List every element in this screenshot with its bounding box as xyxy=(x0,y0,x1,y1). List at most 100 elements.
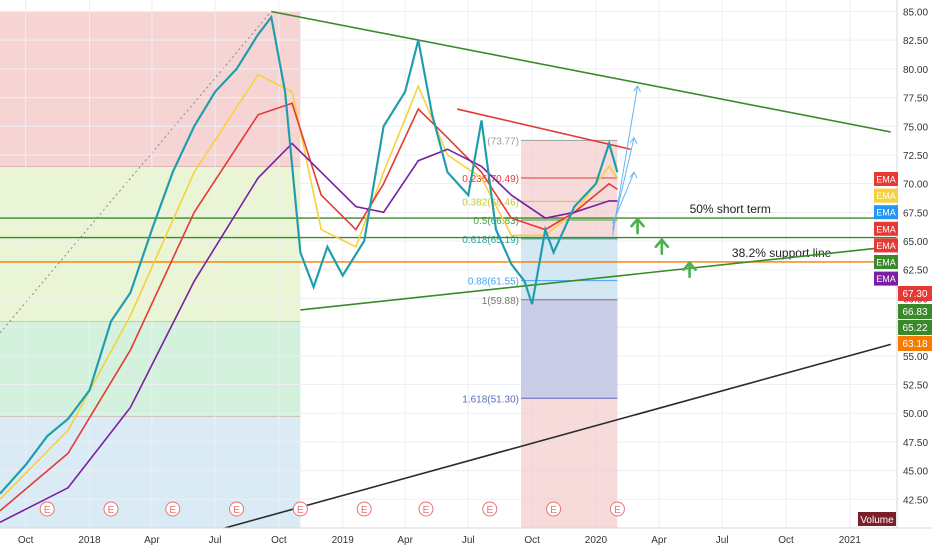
earnings-label: E xyxy=(297,505,304,516)
x-tick-label: Apr xyxy=(144,535,160,546)
ema-badge-label: EMA xyxy=(876,224,896,234)
price-tag xyxy=(898,304,932,319)
x-tick-label: Oct xyxy=(18,535,34,546)
y-tick-label: 55.00 xyxy=(903,352,928,363)
y-tick-label: 72.50 xyxy=(903,151,928,162)
ema-badge xyxy=(874,188,898,203)
earnings-marker xyxy=(418,501,434,517)
x-tick-label: Oct xyxy=(271,535,287,546)
earnings-label: E xyxy=(233,505,240,516)
projection-arrowhead xyxy=(629,171,638,179)
fib-retracement-right: (73.77) 0.236(70.49) 0.382(68.46) 0.5(66.83… xyxy=(462,136,618,528)
fib-right-label: 0.88(61.55) xyxy=(468,277,519,288)
earnings-marker xyxy=(482,501,498,517)
y-tick-label: 85.00 xyxy=(903,7,928,18)
ema-line xyxy=(0,142,618,524)
fib-right-label: (73.77) xyxy=(487,136,519,147)
x-tick-label: 2021 xyxy=(839,535,862,546)
x-tick-label: Jul xyxy=(462,535,475,546)
y-tick-label: 82.50 xyxy=(903,36,928,47)
ema-badge xyxy=(874,221,898,236)
trendline xyxy=(456,108,631,150)
x-tick-label: Jul xyxy=(209,535,222,546)
volume-label: Volume xyxy=(860,515,894,526)
trendline xyxy=(224,343,891,529)
earnings-marker xyxy=(229,501,245,517)
up-arrow-icon xyxy=(654,237,670,256)
fib-band xyxy=(0,11,301,167)
earnings-marker xyxy=(609,501,625,517)
fib-right-label: 1.618(51.30) xyxy=(462,394,519,405)
earnings-label: E xyxy=(361,505,368,516)
y-tick-label: 50.00 xyxy=(903,409,928,420)
earnings-label: E xyxy=(423,505,430,516)
ema-badge-label: EMA xyxy=(876,208,896,218)
price-line-overlay xyxy=(0,16,618,494)
projection-line xyxy=(612,171,635,225)
support-line-label: 50% short term xyxy=(690,202,771,216)
earnings-marker xyxy=(292,501,308,517)
fib-trend-dotted xyxy=(0,11,272,334)
x-tick-label: 2018 xyxy=(78,535,101,546)
trendline xyxy=(271,10,891,133)
volume-tag xyxy=(858,512,896,526)
fib-right-label: 0.382(68.46) xyxy=(462,197,519,208)
price-tag-label: 66.83 xyxy=(902,307,927,318)
ema-badge xyxy=(874,255,898,269)
fib-right-label: 1(59.88) xyxy=(482,296,519,307)
time-axis xyxy=(0,528,897,550)
y-tick-label: 70.00 xyxy=(903,180,928,191)
ema-line xyxy=(0,102,618,512)
earnings-label: E xyxy=(550,505,557,516)
earnings-label: E xyxy=(108,505,115,516)
ema-badge-label: EMA xyxy=(876,191,896,201)
earnings-marker xyxy=(39,501,55,517)
price-tag xyxy=(898,336,932,351)
earnings-label: E xyxy=(169,505,176,516)
x-tick-label: Jul xyxy=(716,535,729,546)
fib-right-label: 0.236(70.49) xyxy=(462,174,519,185)
ema-line xyxy=(0,73,619,500)
ema-badge-label: EMA xyxy=(876,274,896,284)
ema-badge xyxy=(874,172,898,186)
x-tick-label: Oct xyxy=(524,535,540,546)
ema-badge-label: EMA xyxy=(876,175,896,185)
x-tick-label: Apr xyxy=(397,535,413,546)
fib-right-blue-zone xyxy=(520,299,618,399)
trendlines xyxy=(224,10,891,529)
right-badges: EMA EMA EMA EMA EMA EMA EMA 67.30 66.83 65.22 63.1… xyxy=(874,172,932,351)
fib-right-label: 0.618(65.19) xyxy=(462,235,519,246)
y-tick-label: 67.50 xyxy=(903,208,928,219)
earnings-marker xyxy=(103,501,119,517)
up-arrow-icon xyxy=(630,217,645,235)
up-arrows xyxy=(630,217,697,279)
price-tag-label: 67.30 xyxy=(902,289,927,300)
price-axis xyxy=(897,0,932,550)
x-tick-label: Oct xyxy=(778,535,794,546)
grid xyxy=(0,0,897,528)
ema-badge-label: EMA xyxy=(876,241,896,251)
trendline xyxy=(300,245,891,311)
projection-arrowhead xyxy=(633,85,641,93)
y-tick-label: 80.00 xyxy=(903,65,928,76)
x-tick-label: 2019 xyxy=(332,535,355,546)
earnings-label: E xyxy=(614,505,621,516)
y-tick-label: 47.50 xyxy=(903,438,928,449)
y-tick-label: 62.50 xyxy=(903,266,928,277)
price-series xyxy=(0,14,619,495)
y-tick-label: 77.50 xyxy=(903,94,928,105)
earnings-marker xyxy=(165,501,181,517)
fib-right-cyan-zone xyxy=(520,238,618,300)
ema-badge xyxy=(874,238,898,253)
x-tick-label: 2020 xyxy=(585,535,608,546)
earnings-label: E xyxy=(486,505,493,516)
fib-band xyxy=(0,166,301,322)
y-tick-label: 65.00 xyxy=(903,237,928,248)
y-tick-label: 52.50 xyxy=(903,381,928,392)
earnings-marker xyxy=(546,501,562,517)
ema-badge xyxy=(874,205,898,220)
fib-right-label: 0.5(66.83) xyxy=(473,216,519,227)
up-arrow-icon xyxy=(682,260,697,279)
